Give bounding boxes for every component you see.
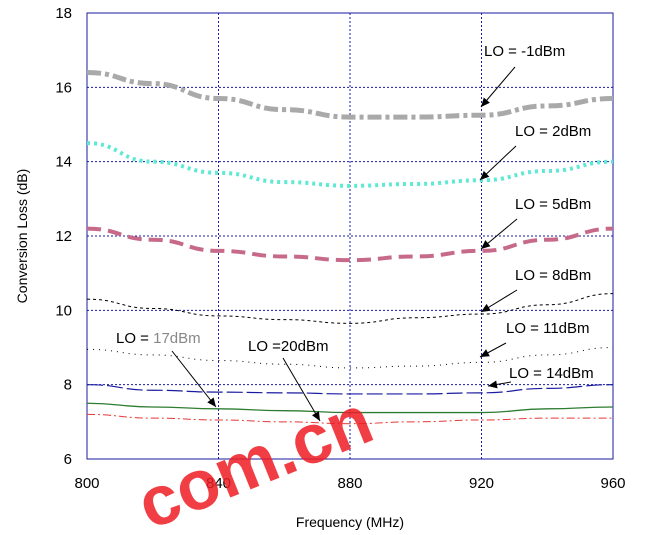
x-tick-labels: 800 840 880 920 960	[74, 475, 625, 492]
series-annotation: LO = 11dBm	[506, 320, 590, 337]
series-annotation: LO =20dBm	[248, 338, 328, 355]
arrowhead	[481, 303, 491, 312]
y-tick-labels: 6 8 10 12 14 16 18	[55, 5, 72, 468]
y-tick-label: 12	[55, 228, 72, 245]
annotation-arrow-line	[282, 357, 321, 422]
y-tick-label: 6	[64, 451, 72, 468]
arrowhead	[311, 411, 320, 421]
series-line	[86, 384, 614, 395]
arrowhead	[480, 170, 490, 180]
svg-text:com.cn: com.cn	[126, 380, 382, 535]
series-line	[86, 226, 614, 263]
x-tick-label: 880	[337, 475, 362, 492]
y-tick-label: 10	[55, 302, 72, 319]
y-tick-label: 8	[64, 377, 72, 394]
arrowhead	[481, 240, 491, 249]
series-annotation: LO = 8dBm	[515, 267, 591, 284]
arrowhead	[481, 97, 490, 107]
arrowhead	[488, 380, 498, 389]
x-axis-title: Frequency (MHz)	[296, 514, 404, 530]
series-annotation: LO = 14dBm	[509, 365, 594, 382]
plot-frame	[86, 12, 614, 460]
annotation-layer: LO = -1dBm LO = 2dBm LO = 5dBm LO = 8dBm LO …	[116, 43, 594, 422]
arrowhead	[480, 349, 490, 357]
series-annotation: LO = 2dBm	[515, 123, 591, 140]
y-tick-label: 16	[55, 79, 72, 96]
series-annotation: LO = 17dBm	[116, 330, 201, 347]
annotation-arrow-line	[171, 350, 217, 408]
series-annotation: LO = -1dBm	[484, 43, 565, 60]
x-tick-label: 920	[469, 475, 494, 492]
series-annotation: LO = 5dBm	[515, 196, 591, 213]
series-line	[86, 293, 614, 324]
series-line	[86, 402, 614, 414]
y-tick-label: 14	[55, 154, 72, 171]
y-axis-title: Conversion Loss (dB)	[14, 169, 30, 304]
series-line	[86, 141, 614, 188]
x-tick-label: 800	[74, 475, 99, 492]
series-line	[86, 69, 614, 120]
x-tick-label: 960	[600, 475, 625, 492]
watermark: com.cn	[126, 380, 382, 535]
arrowhead	[207, 397, 216, 407]
y-tick-label: 18	[55, 5, 72, 22]
series-line	[86, 413, 613, 425]
x-tick-label: 840	[206, 475, 231, 492]
series-layer	[86, 69, 614, 425]
